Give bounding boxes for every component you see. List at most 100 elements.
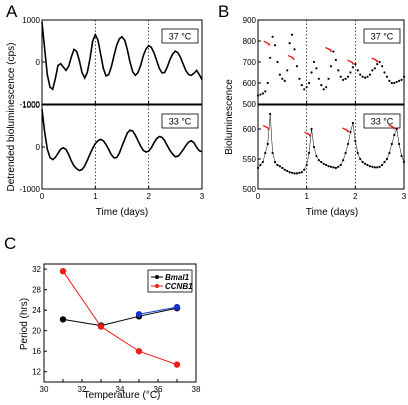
data-point xyxy=(283,79,286,82)
data-point xyxy=(339,75,342,78)
x-tick-label: 38 xyxy=(192,385,201,394)
data-point xyxy=(308,81,311,85)
y-tick-label: 600 xyxy=(243,79,257,88)
y-tick-label: 20 xyxy=(32,327,41,336)
data-point xyxy=(271,35,274,38)
data-point xyxy=(337,69,340,72)
red-arrow-head xyxy=(328,47,333,52)
data-point xyxy=(273,44,277,47)
y-tick-label: 500 xyxy=(243,185,257,194)
data-point xyxy=(293,48,296,51)
x-tick-label: 2 xyxy=(353,192,358,201)
data-point xyxy=(281,77,284,80)
data-point xyxy=(390,81,393,85)
data-point xyxy=(354,63,357,66)
data-point xyxy=(312,60,316,64)
data-point xyxy=(334,58,337,62)
data-point xyxy=(368,73,372,76)
legend-marker xyxy=(155,275,159,279)
data-point xyxy=(300,84,303,87)
panel-label-a: A xyxy=(6,2,18,21)
data-point xyxy=(346,75,350,78)
data-point xyxy=(315,67,318,70)
panel-c-xlabel: Temperature (°C) xyxy=(84,390,161,401)
data-point xyxy=(332,50,335,53)
data-point xyxy=(173,361,181,368)
red-arrow-head xyxy=(374,58,379,63)
data-point xyxy=(305,86,308,89)
data-point xyxy=(395,80,398,84)
y-tick-label: 500 xyxy=(243,100,257,109)
data-point xyxy=(344,77,347,80)
data-point xyxy=(320,84,323,87)
data-point xyxy=(366,75,369,78)
panel-label-c: C xyxy=(4,234,16,253)
temp-label: 33 °C xyxy=(371,117,394,127)
panel-label-b: B xyxy=(218,2,229,21)
y-tick-label: 600 xyxy=(243,125,257,134)
series-line xyxy=(41,109,203,172)
x-tick-label: 34 xyxy=(116,385,125,394)
series-line xyxy=(257,113,405,174)
data-point xyxy=(295,65,299,68)
x-tick-label: 1 xyxy=(93,192,98,201)
data-point xyxy=(259,93,262,96)
temp-box xyxy=(161,28,199,44)
y-tick-label: 900 xyxy=(243,16,257,25)
data-point xyxy=(59,267,67,275)
y-tick-label: 0 xyxy=(36,143,41,152)
data-point xyxy=(398,79,401,82)
data-point xyxy=(322,88,325,91)
series-line xyxy=(62,270,178,366)
temp-label: 37 °C xyxy=(371,32,394,42)
y-tick-label: 24 xyxy=(32,306,41,315)
data-point xyxy=(342,78,345,81)
data-point xyxy=(286,69,289,72)
data-point xyxy=(329,65,333,68)
data-point xyxy=(349,71,352,74)
x-tick-label: 1 xyxy=(304,192,309,201)
panel-a-xlabel: Time (days) xyxy=(96,207,148,218)
red-arrow-head xyxy=(391,125,396,130)
panel-a-subplot-0: 1000 0 -1000 37 °C xyxy=(20,16,203,109)
data-point xyxy=(317,77,320,80)
red-arrow-head xyxy=(350,60,355,65)
data-point xyxy=(359,73,362,76)
panel-b-ylabel: Bioluminescence xyxy=(224,79,235,155)
data-point xyxy=(400,78,403,81)
y-tick-label: -1000 xyxy=(20,100,41,109)
data-point xyxy=(276,60,279,64)
data-point xyxy=(383,71,386,74)
data-point xyxy=(373,67,376,70)
temp-box xyxy=(161,113,199,129)
data-point xyxy=(388,79,391,82)
y-tick-label: 1000 xyxy=(22,101,40,110)
data-point xyxy=(264,90,267,93)
data-point xyxy=(135,348,143,355)
data-point xyxy=(363,76,367,79)
data-point xyxy=(310,71,313,74)
y-tick-label: 12 xyxy=(32,368,41,377)
red-arrow-head xyxy=(290,55,295,60)
panel-b-xlabel: Time (days) xyxy=(306,207,358,218)
plot-frame xyxy=(257,104,405,190)
data-point xyxy=(325,86,328,89)
data-point xyxy=(290,33,294,36)
temp-box xyxy=(363,113,401,129)
y-tick-label: 28 xyxy=(32,286,41,295)
y-tick-label: 1000 xyxy=(22,16,40,25)
panel-b-subplot-0: 900 800 700 600 500 37 °C xyxy=(243,16,406,109)
x-tick-label: 30 xyxy=(40,385,49,394)
temp-label: 33 °C xyxy=(169,117,192,127)
y-tick-label: 32 xyxy=(32,265,41,274)
panel-a-ylabel: Detrended bioluminescence (cps) xyxy=(6,43,17,192)
red-arrow-head xyxy=(307,132,312,137)
y-tick-label: 16 xyxy=(32,347,41,356)
legend-label: CCNB1 xyxy=(165,282,193,291)
series-line xyxy=(62,307,178,327)
data-point xyxy=(378,60,381,64)
y-tick-label: 800 xyxy=(243,37,257,46)
data-point xyxy=(256,94,260,97)
